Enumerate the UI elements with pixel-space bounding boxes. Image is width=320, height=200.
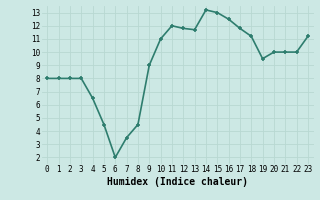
X-axis label: Humidex (Indice chaleur): Humidex (Indice chaleur) bbox=[107, 177, 248, 187]
